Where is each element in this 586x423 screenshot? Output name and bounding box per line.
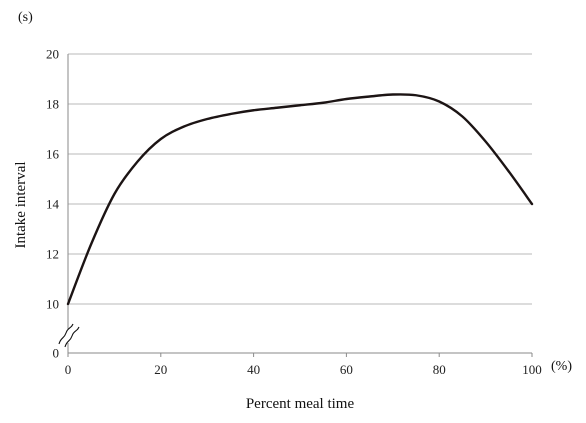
y-tick-label: 12 bbox=[46, 247, 59, 262]
x-tick-label: 40 bbox=[247, 362, 260, 377]
axes bbox=[67, 54, 533, 357]
series-layer bbox=[66, 93, 534, 306]
y-tick-label: 14 bbox=[46, 197, 60, 212]
x-axis-title: Percent meal time bbox=[246, 396, 355, 412]
y-origin-label: 0 bbox=[53, 346, 60, 361]
y-unit-label: (s) bbox=[18, 10, 33, 25]
x-unit-label: (%) bbox=[551, 359, 572, 374]
axis-break-gap bbox=[61, 329, 77, 343]
y-tick-label: 20 bbox=[46, 47, 59, 62]
axis-break-stroke bbox=[58, 323, 74, 345]
x-tick-label: 20 bbox=[154, 362, 167, 377]
x-tick-label: 60 bbox=[340, 362, 353, 377]
y-tick-label: 10 bbox=[46, 297, 59, 312]
axis-break-stroke bbox=[64, 326, 80, 348]
y-axis-title: Intake interval bbox=[13, 161, 29, 248]
x-tick-label: 80 bbox=[433, 362, 446, 377]
tick-labels: 10 12 14 16 18 20 00 20 40 60 80 100 bbox=[46, 47, 542, 378]
y-tick-label: 18 bbox=[46, 97, 59, 112]
series-line bbox=[66, 93, 534, 306]
gridlines bbox=[68, 53, 532, 305]
x-tick-label: 100 bbox=[522, 362, 542, 377]
axis-break-marker bbox=[58, 323, 80, 348]
y-tick-label: 16 bbox=[46, 147, 60, 162]
x-tick-label: 0 bbox=[65, 362, 72, 377]
